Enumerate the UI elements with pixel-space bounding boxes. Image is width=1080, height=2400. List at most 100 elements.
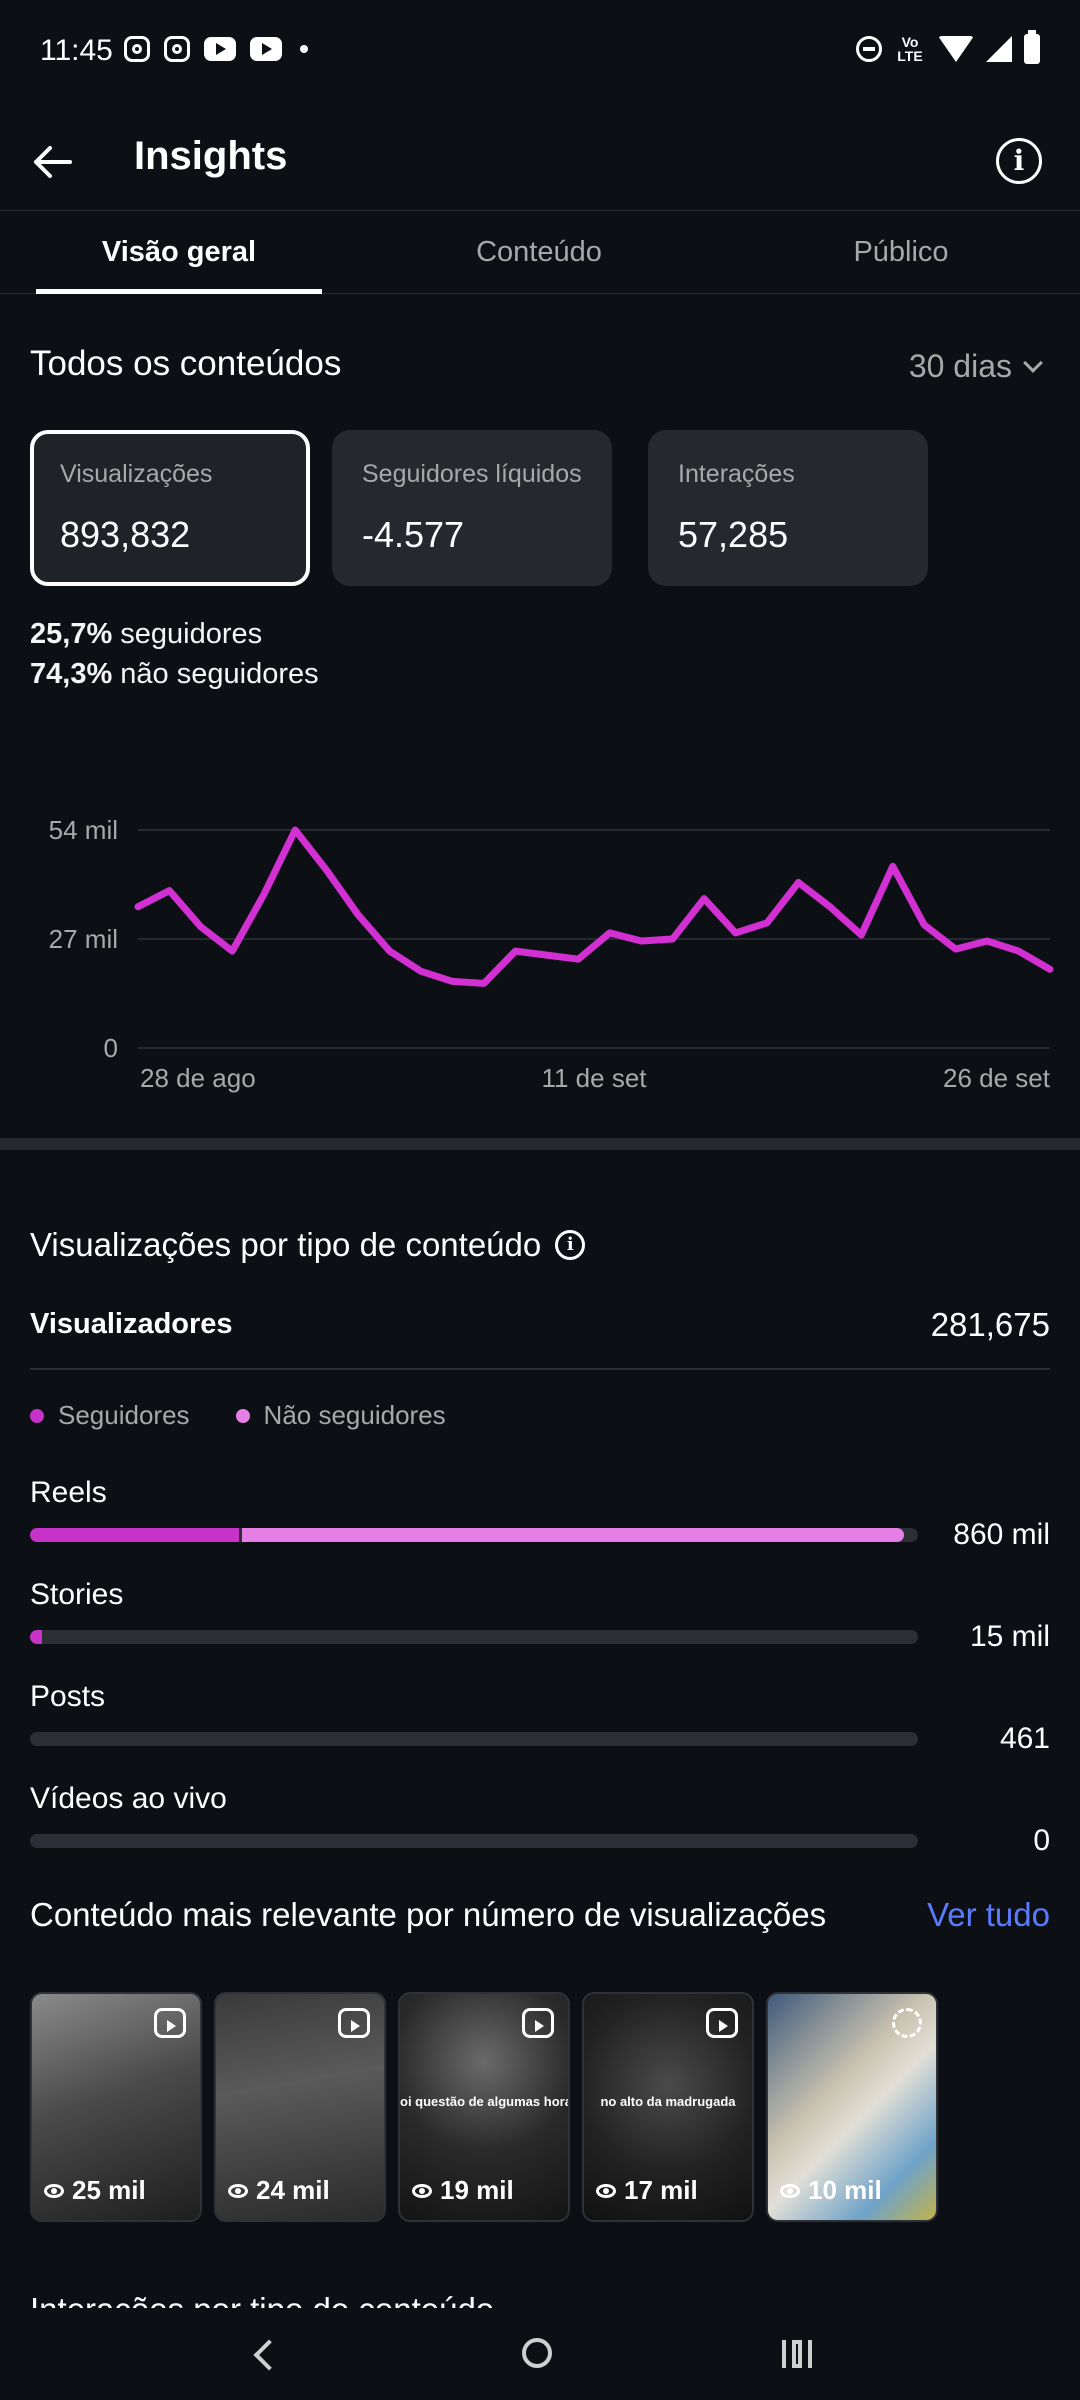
system-nav-bar (0, 2310, 1080, 2400)
see-all-link[interactable]: Ver tudo (927, 1896, 1050, 1933)
y-tick-label: 0 (104, 1033, 118, 1063)
page-title: Insights (134, 134, 288, 178)
eye-icon (44, 2183, 64, 2198)
signal-icon (986, 36, 1012, 62)
back-arrow-icon[interactable] (28, 138, 76, 186)
bar-row-stories: Stories 15 mil (30, 1578, 1050, 1668)
bar-value: 860 mil (953, 1518, 1050, 1551)
tab-overview[interactable]: Visão geral (101, 236, 257, 268)
notification-icons (124, 36, 308, 62)
legend-item-non-followers: Não seguidores (235, 1400, 446, 1431)
content-thumbnail[interactable]: 10 mil (766, 1992, 938, 2222)
followers-label: seguidores (120, 618, 263, 650)
thumbnail-views: 10 mil (780, 2175, 882, 2206)
bar-value: 0 (1033, 1824, 1050, 1857)
content-thumbnail[interactable]: 25 mil (30, 1992, 202, 2222)
instagram-icon (164, 36, 190, 62)
views-count: 10 mil (808, 2175, 882, 2205)
eye-icon (596, 2183, 616, 2198)
tab-content[interactable]: Conteúdo (476, 236, 602, 268)
legend-label: Não seguidores (263, 1400, 446, 1430)
bar-row-live-videos: Vídeos ao vivo 0 (30, 1782, 1050, 1872)
bar-track (30, 1732, 918, 1746)
content-thumbnail[interactable]: no alto da madrugada 17 mil (582, 1992, 754, 2222)
thumbnail-views: 24 mil (228, 2175, 330, 2206)
non-followers-percent: 74,3% (30, 658, 113, 690)
nav-home-icon[interactable] (522, 2338, 552, 2368)
info-icon[interactable]: i (996, 138, 1042, 184)
bar-row-posts: Posts 461 (30, 1680, 1050, 1770)
x-tick-label: 28 de ago (140, 1063, 256, 1093)
viewers-label: Visualizadores (30, 1308, 233, 1340)
nav-back-icon[interactable] (253, 2339, 285, 2371)
views-line-chart: 54 mil 27 mil 0 28 de ago 11 de set 26 de set (49, 815, 1054, 1093)
views-series-line (134, 826, 1054, 987)
section-title-text: Visualizações por tipo de conteúdo (30, 1226, 542, 1263)
bar-value: 15 mil (969, 1620, 1050, 1653)
metric-card-net-followers[interactable]: Seguidores líquidos -4.577 (332, 430, 612, 586)
status-time: 11:45 (40, 34, 113, 67)
legend-label: Seguidores (58, 1400, 190, 1430)
section-title-views-by-type: Visualizações por tipo de conteúdo i (30, 1226, 586, 1264)
thumbnail-caption: no alto da madrugada (600, 2094, 736, 2109)
youtube-icon (250, 37, 282, 61)
bar-label: Stories (30, 1578, 124, 1611)
metric-label: Seguidores líquidos (362, 460, 582, 488)
section-title-all-content: Todos os conteúdos (30, 344, 342, 383)
reel-icon (706, 2008, 738, 2038)
tab-audience[interactable]: Público (853, 236, 949, 268)
thumbnail-views: 17 mil (596, 2175, 698, 2206)
reel-icon (338, 2008, 370, 2038)
x-tick-label: 26 de set (943, 1063, 1051, 1093)
metric-card-views[interactable]: Visualizações 893,832 (30, 430, 310, 586)
eye-icon (780, 2183, 800, 2198)
bar-track (30, 1528, 918, 1542)
eye-icon (228, 2183, 248, 2198)
volte-icon: Vo LTE (897, 34, 923, 64)
reel-icon (522, 2008, 554, 2038)
bar-track (30, 1834, 918, 1848)
content-thumbnail[interactable]: oi questão de algumas hora 19 mil (398, 1992, 570, 2222)
status-bar: 11:45 Vo LTE (0, 0, 1080, 100)
non-followers-share: 74,3% não seguidores (30, 658, 319, 691)
wifi-icon (938, 36, 974, 62)
views-count: 19 mil (440, 2175, 514, 2205)
x-tick-label: 11 de set (541, 1063, 647, 1093)
metric-value: -4.577 (362, 514, 465, 555)
y-tick-label: 54 mil (49, 815, 118, 845)
bar-fill-non-followers (242, 1528, 904, 1542)
divider (30, 1368, 1050, 1370)
views-count: 24 mil (256, 2175, 330, 2205)
youtube-icon (204, 37, 236, 61)
bar-fill-followers (30, 1528, 239, 1542)
eye-icon (412, 2183, 432, 2198)
legend-dot (30, 1408, 44, 1423)
y-tick-label: 27 mil (49, 924, 118, 954)
views-count: 17 mil (624, 2175, 698, 2205)
chevron-down-icon (1023, 352, 1043, 373)
more-notifications-icon (300, 45, 308, 53)
section-title-top-content: Conteúdo mais relevante por número de vi… (30, 1896, 827, 1933)
period-dropdown[interactable]: 30 dias (908, 348, 1043, 385)
battery-icon (1024, 30, 1040, 64)
info-icon[interactable]: i (555, 1230, 586, 1260)
non-followers-label: não seguidores (120, 658, 319, 690)
nav-recents-icon[interactable] (782, 2340, 812, 2368)
app-header: Insights i (0, 110, 1080, 210)
thumbnail-views: 19 mil (412, 2175, 514, 2206)
content-thumbnail[interactable]: 24 mil (214, 1992, 386, 2222)
followers-percent: 25,7% (30, 618, 113, 650)
metric-value: 893,832 (60, 514, 191, 555)
thumbnail-views: 25 mil (44, 2175, 146, 2206)
system-icons: Vo LTE (856, 30, 1040, 64)
metric-card-interactions[interactable]: Interações 57,285 (648, 430, 928, 586)
metric-label: Interações (678, 460, 795, 488)
next-section-title: Interações por tipo de conteúdo (30, 2290, 494, 2308)
tab-bar: Visão geral Conteúdo Público (0, 210, 1080, 294)
metric-label: Visualizações (60, 460, 213, 488)
period-value: 30 dias (908, 348, 1012, 384)
viewers-value: 281,675 (930, 1306, 1050, 1343)
reel-icon (154, 2008, 186, 2038)
bar-value: 461 (999, 1722, 1050, 1755)
legend-dot (235, 1408, 250, 1423)
